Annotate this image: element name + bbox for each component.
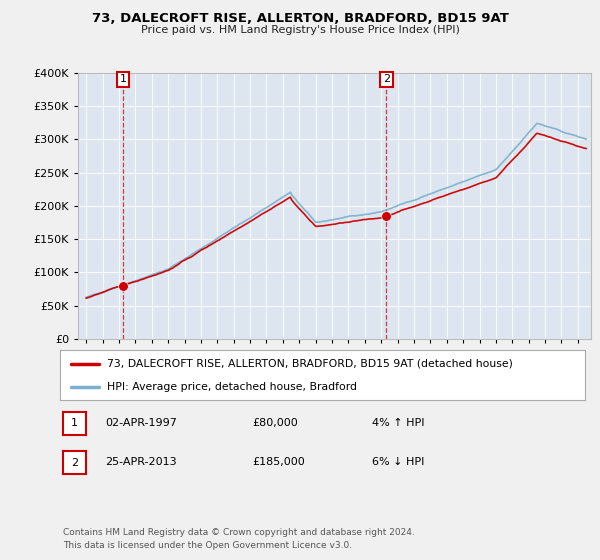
Text: Price paid vs. HM Land Registry's House Price Index (HPI): Price paid vs. HM Land Registry's House … — [140, 25, 460, 35]
Text: 6% ↓ HPI: 6% ↓ HPI — [372, 457, 424, 467]
Text: £80,000: £80,000 — [252, 418, 298, 428]
Text: 2: 2 — [383, 74, 390, 85]
Text: HPI: Average price, detached house, Bradford: HPI: Average price, detached house, Brad… — [107, 382, 357, 392]
Text: 73, DALECROFT RISE, ALLERTON, BRADFORD, BD15 9AT: 73, DALECROFT RISE, ALLERTON, BRADFORD, … — [92, 12, 508, 25]
Text: £185,000: £185,000 — [252, 457, 305, 467]
Text: Contains HM Land Registry data © Crown copyright and database right 2024.
This d: Contains HM Land Registry data © Crown c… — [63, 529, 415, 550]
Text: 1: 1 — [71, 418, 78, 428]
Text: 73, DALECROFT RISE, ALLERTON, BRADFORD, BD15 9AT (detached house): 73, DALECROFT RISE, ALLERTON, BRADFORD, … — [107, 358, 513, 368]
Text: 1: 1 — [119, 74, 127, 85]
Text: 2: 2 — [71, 458, 78, 468]
Text: 4% ↑ HPI: 4% ↑ HPI — [372, 418, 425, 428]
Text: 02-APR-1997: 02-APR-1997 — [105, 418, 177, 428]
Text: 25-APR-2013: 25-APR-2013 — [105, 457, 176, 467]
